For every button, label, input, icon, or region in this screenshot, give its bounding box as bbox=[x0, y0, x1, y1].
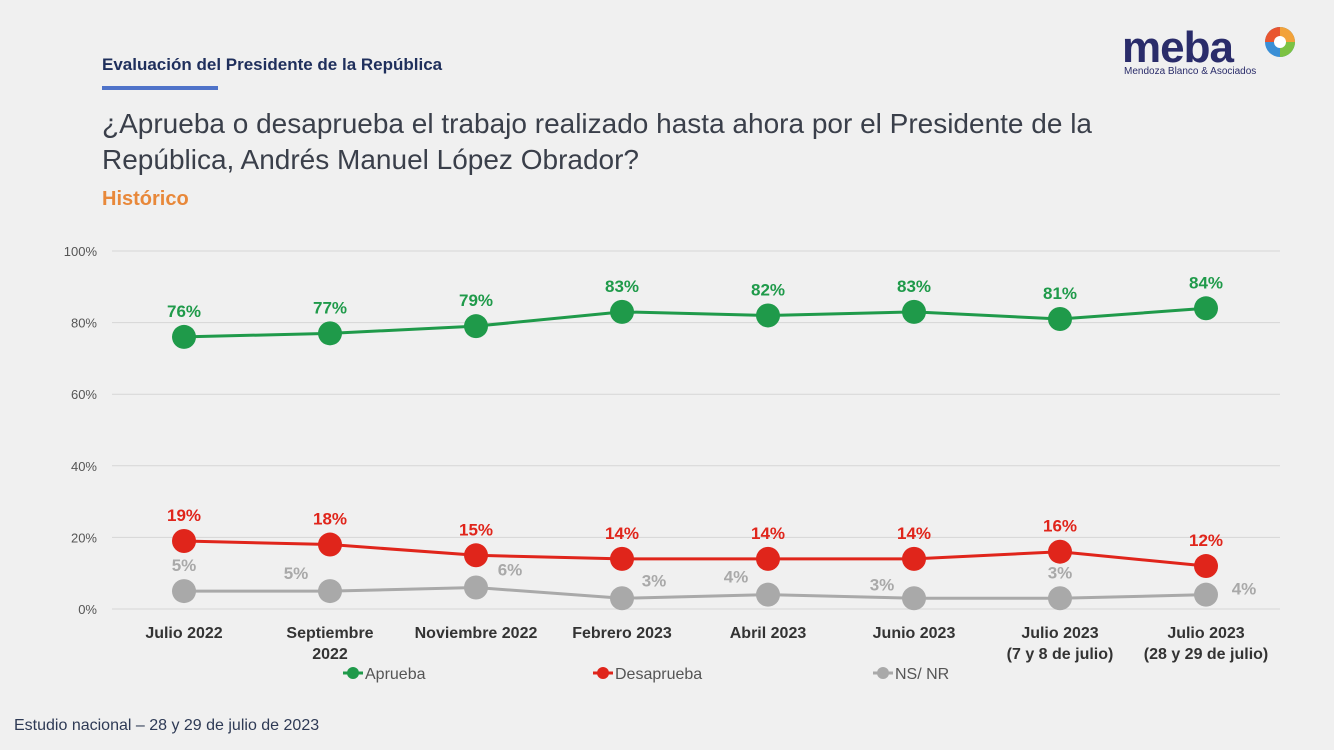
data-label: 3% bbox=[870, 575, 895, 594]
survey-question: ¿Aprueba o desaprueba el trabajo realiza… bbox=[102, 108, 1092, 175]
data-label: 4% bbox=[1232, 580, 1257, 599]
y-tick-label: 60% bbox=[71, 387, 97, 402]
data-label: 3% bbox=[1048, 563, 1073, 582]
data-point bbox=[464, 543, 488, 568]
data-point bbox=[1194, 554, 1218, 579]
data-point bbox=[902, 299, 926, 324]
data-label: 83% bbox=[605, 277, 639, 296]
legend-label: NS/ NR bbox=[895, 666, 949, 683]
data-label: 6% bbox=[498, 561, 523, 580]
chart-subtitle: Histórico bbox=[102, 188, 189, 210]
data-point bbox=[610, 546, 634, 571]
y-tick-label: 0% bbox=[78, 602, 97, 617]
data-label: 83% bbox=[897, 277, 931, 296]
data-point bbox=[172, 579, 196, 604]
data-label: 14% bbox=[605, 524, 639, 543]
data-point bbox=[902, 586, 926, 611]
data-label: 82% bbox=[751, 280, 785, 299]
data-point bbox=[756, 303, 780, 328]
x-tick-label: Julio 2023 bbox=[1021, 625, 1098, 642]
data-label: 3% bbox=[642, 571, 667, 590]
data-label: 76% bbox=[167, 302, 201, 321]
data-point bbox=[610, 299, 634, 324]
data-point bbox=[1048, 586, 1072, 611]
legend-label: Desaprueba bbox=[615, 666, 702, 683]
legend-label: Aprueba bbox=[365, 666, 426, 683]
series-line bbox=[183, 539, 1207, 568]
data-label: 14% bbox=[897, 524, 931, 543]
x-tick-label: (7 y 8 de julio) bbox=[1007, 646, 1114, 663]
data-label: 12% bbox=[1189, 531, 1223, 550]
y-tick-label: 100% bbox=[64, 244, 98, 259]
data-point bbox=[172, 528, 196, 553]
data-point bbox=[756, 582, 780, 607]
series-line bbox=[184, 586, 1207, 600]
x-tick-label: Febrero 2023 bbox=[572, 625, 672, 642]
x-tick-label: 2022 bbox=[312, 646, 348, 663]
data-label: 5% bbox=[172, 556, 197, 575]
data-label: 19% bbox=[167, 506, 201, 525]
data-point bbox=[1194, 582, 1218, 607]
x-tick-label: Julio 2022 bbox=[145, 625, 222, 642]
data-point bbox=[318, 579, 342, 604]
legend-marker bbox=[597, 667, 609, 679]
section-title: Evaluación del Presidente de la Repúblic… bbox=[102, 55, 443, 74]
x-tick-label: Julio 2023 bbox=[1167, 625, 1244, 642]
y-tick-label: 20% bbox=[71, 530, 97, 545]
y-tick-label: 40% bbox=[71, 459, 97, 474]
data-point bbox=[610, 586, 634, 611]
x-tick-label: Junio 2023 bbox=[873, 625, 956, 642]
data-label: 79% bbox=[459, 291, 493, 310]
data-point bbox=[1048, 307, 1072, 332]
x-tick-label: Septiembre bbox=[286, 625, 373, 642]
x-tick-label: (28 y 29 de julio) bbox=[1144, 646, 1268, 663]
legend-marker bbox=[347, 667, 359, 679]
logo-tagline: Mendoza Blanco & Asociados bbox=[1124, 66, 1257, 77]
meba-logo: meba Mendoza Blanco & Asociados bbox=[1122, 24, 1302, 84]
data-label: 5% bbox=[284, 564, 309, 583]
data-label: 14% bbox=[751, 524, 785, 543]
data-label: 84% bbox=[1189, 273, 1223, 292]
x-tick-label: Noviembre 2022 bbox=[415, 625, 538, 642]
data-point bbox=[464, 575, 488, 600]
logo-wordmark: meba bbox=[1122, 23, 1234, 72]
series-line bbox=[183, 306, 1207, 339]
footnote: Estudio nacional – 28 y 29 de julio de 2… bbox=[14, 717, 320, 734]
data-point bbox=[318, 321, 342, 346]
title-underline bbox=[102, 86, 218, 90]
data-label: 81% bbox=[1043, 284, 1077, 303]
data-label: 77% bbox=[313, 298, 347, 317]
data-label: 16% bbox=[1043, 517, 1077, 536]
data-label: 18% bbox=[313, 510, 347, 529]
x-tick-label: Abril 2023 bbox=[730, 625, 807, 642]
logo-mark-icon bbox=[1265, 27, 1295, 57]
data-point bbox=[464, 314, 488, 339]
data-point bbox=[756, 546, 780, 571]
data-point bbox=[318, 532, 342, 557]
y-tick-label: 80% bbox=[71, 316, 97, 331]
data-label: 15% bbox=[459, 520, 493, 539]
data-point bbox=[1048, 539, 1072, 564]
legend-marker bbox=[877, 667, 889, 679]
data-point bbox=[902, 546, 926, 571]
data-point bbox=[1194, 296, 1218, 321]
data-point bbox=[172, 324, 196, 349]
data-label: 4% bbox=[724, 568, 749, 587]
